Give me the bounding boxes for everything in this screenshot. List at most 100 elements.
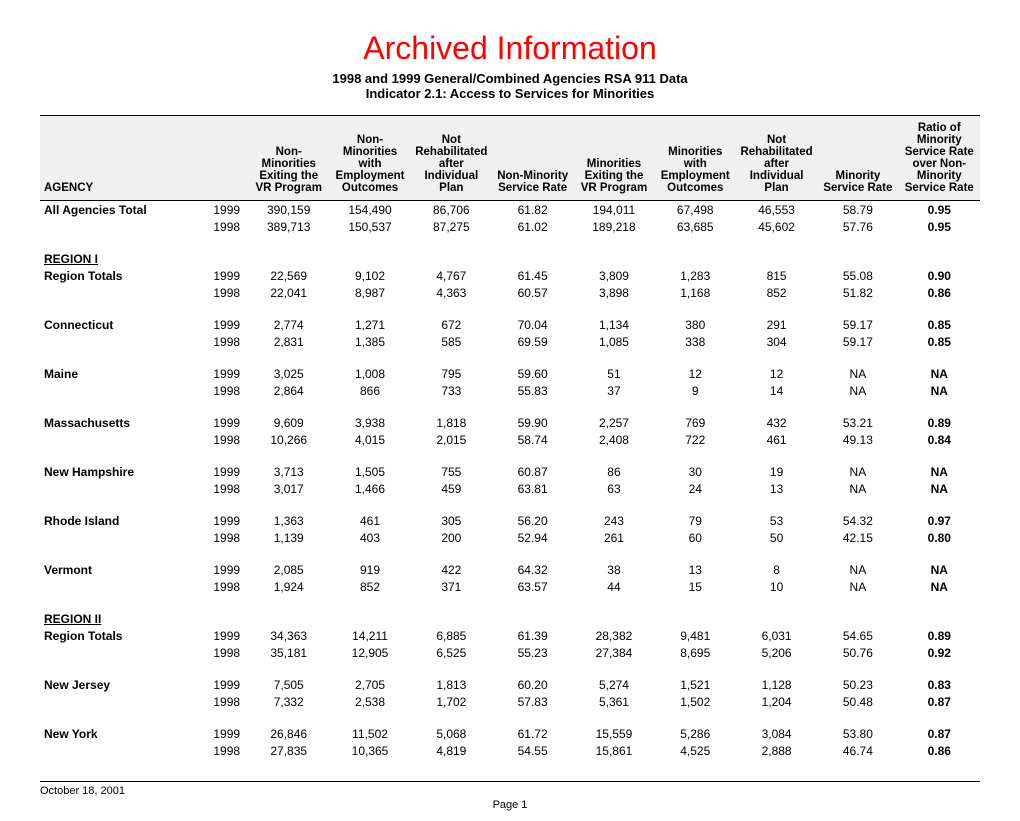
data-cell: 8,987 (329, 284, 410, 301)
agency-cell (40, 529, 201, 546)
agency-cell (40, 431, 201, 448)
table-row: 1998389,713150,53787,27561.02189,21863,6… (40, 218, 980, 235)
year-cell: 1999 (201, 512, 248, 529)
column-header: MinorityService Rate (817, 116, 898, 201)
data-cell: 338 (655, 333, 736, 350)
column-header: Non-MinoritieswithEmploymentOutcomes (329, 116, 410, 201)
year-cell: 1999 (201, 463, 248, 480)
table-row: 199810,2664,0152,01558.742,40872246149.1… (40, 431, 980, 448)
data-cell: 63 (573, 480, 654, 497)
data-cell: 1,924 (248, 578, 329, 595)
data-cell: NA (817, 480, 898, 497)
data-cell: 79 (655, 512, 736, 529)
data-cell: NA (817, 578, 898, 595)
data-cell: 56.20 (492, 512, 573, 529)
data-cell: 304 (736, 333, 817, 350)
year-cell: 1998 (201, 431, 248, 448)
table-row (40, 301, 980, 316)
data-cell: 6,885 (411, 627, 492, 644)
data-cell: 2,408 (573, 431, 654, 448)
data-cell: 42.15 (817, 529, 898, 546)
data-cell: 55.23 (492, 644, 573, 661)
data-cell: 0.86 (899, 284, 980, 301)
agency-cell: Vermont (40, 561, 201, 578)
agency-cell (40, 333, 201, 350)
data-cell: 8,695 (655, 644, 736, 661)
data-cell: 15,559 (573, 725, 654, 742)
data-table: AGENCY Non-MinoritiesExiting theVR Progra… (40, 115, 980, 759)
year-cell: 1998 (201, 333, 248, 350)
year-cell: 1999 (201, 414, 248, 431)
data-cell: 4,363 (411, 284, 492, 301)
footer-page: Page 1 (40, 799, 980, 811)
table-row: 19982,8311,38558569.591,08533830459.170.… (40, 333, 980, 350)
data-cell: 200 (411, 529, 492, 546)
data-cell: 2,015 (411, 431, 492, 448)
column-header: Non-MinoritiesExiting theVR Program (248, 116, 329, 201)
agency-cell (40, 382, 201, 399)
data-cell: 37 (573, 382, 654, 399)
data-cell: 2,257 (573, 414, 654, 431)
data-cell: NA (899, 463, 980, 480)
data-cell: 1,702 (411, 693, 492, 710)
table-row: 199822,0418,9874,36360.573,8981,16885251… (40, 284, 980, 301)
data-cell: 35,181 (248, 644, 329, 661)
data-cell: 0.85 (899, 333, 980, 350)
data-cell: 0.95 (899, 201, 980, 219)
data-cell: 7,505 (248, 676, 329, 693)
data-cell: 722 (655, 431, 736, 448)
year-cell: 1998 (201, 218, 248, 235)
data-cell: 852 (329, 578, 410, 595)
data-cell: 54.32 (817, 512, 898, 529)
data-cell: 380 (655, 316, 736, 333)
data-cell: NA (899, 365, 980, 382)
data-cell: 9,102 (329, 267, 410, 284)
data-cell: 866 (329, 382, 410, 399)
table-row (40, 399, 980, 414)
data-cell: 1,139 (248, 529, 329, 546)
year-cell: 1999 (201, 201, 248, 219)
column-header: NotRehabilitatedafterIndividualPlan (736, 116, 817, 201)
data-cell: 1,363 (248, 512, 329, 529)
column-header: NotRehabilitatedafterIndividualPlan (411, 116, 492, 201)
data-cell: 5,206 (736, 644, 817, 661)
data-cell: 5,274 (573, 676, 654, 693)
data-cell: 27,384 (573, 644, 654, 661)
table-header: AGENCY Non-MinoritiesExiting theVR Progra… (40, 116, 980, 201)
column-header: AGENCY (40, 116, 201, 201)
data-cell: NA (899, 480, 980, 497)
data-cell: NA (899, 561, 980, 578)
page-title: Archived Information (40, 30, 980, 67)
data-cell: 10,365 (329, 742, 410, 759)
data-cell: 0.83 (899, 676, 980, 693)
agency-cell: New Jersey (40, 676, 201, 693)
data-cell: 461 (736, 431, 817, 448)
table-row (40, 661, 980, 676)
agency-cell: New Hampshire (40, 463, 201, 480)
data-cell: 1,271 (329, 316, 410, 333)
data-cell: 9,481 (655, 627, 736, 644)
data-cell: 8 (736, 561, 817, 578)
data-cell: 733 (411, 382, 492, 399)
data-cell: 50.76 (817, 644, 898, 661)
data-cell: 1,466 (329, 480, 410, 497)
data-cell: 51 (573, 365, 654, 382)
data-cell: 390,159 (248, 201, 329, 219)
data-cell: 0.89 (899, 414, 980, 431)
table-row: Vermont19992,08591942264.3238138NANA (40, 561, 980, 578)
table-row (40, 546, 980, 561)
data-cell: 60.87 (492, 463, 573, 480)
data-cell: 672 (411, 316, 492, 333)
data-cell: 291 (736, 316, 817, 333)
data-cell: NA (817, 561, 898, 578)
data-cell: 60.20 (492, 676, 573, 693)
data-cell: 0.86 (899, 742, 980, 759)
data-cell: 12 (655, 365, 736, 382)
table-row (40, 350, 980, 365)
data-cell: 63.81 (492, 480, 573, 497)
data-cell: 44 (573, 578, 654, 595)
data-cell: 46,553 (736, 201, 817, 219)
data-cell: 6,525 (411, 644, 492, 661)
agency-cell: Connecticut (40, 316, 201, 333)
table-row: Region Totals199922,5699,1024,76761.453,… (40, 267, 980, 284)
